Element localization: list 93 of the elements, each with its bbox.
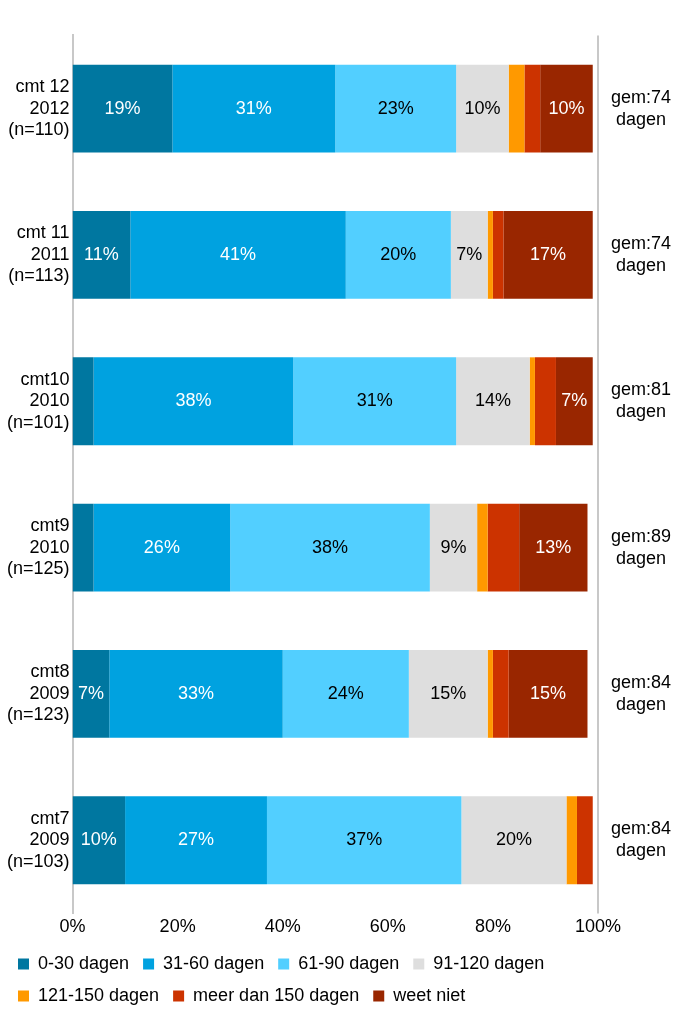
- data-label: 10%: [80, 829, 117, 850]
- bar: [408, 650, 488, 738]
- bar: [266, 796, 462, 885]
- data-label: 24%: [327, 682, 364, 703]
- text: gem:84 dagen: [610, 818, 672, 861]
- y-tick-label: cmt7 2009 (n=103): [7, 807, 70, 871]
- data-label: 9%: [440, 536, 467, 557]
- text: gem:81 dagen: [610, 379, 672, 422]
- data-label: 19%: [104, 97, 141, 118]
- bar: [508, 650, 588, 738]
- data-label: 7%: [561, 390, 588, 411]
- bar: [125, 796, 267, 885]
- text: gem:89 dagen: [610, 525, 672, 568]
- data-label: 31%: [235, 97, 272, 118]
- text: gem:84 dagen: [610, 671, 672, 714]
- bar: [335, 64, 457, 153]
- bar: [93, 357, 294, 446]
- bar: [555, 357, 593, 446]
- bar: [293, 357, 457, 446]
- data-label: 13%: [535, 536, 572, 557]
- bar: [492, 211, 504, 299]
- data-label: 38%: [175, 390, 212, 411]
- legend-label: 91-120 dagen: [433, 952, 545, 973]
- bar: [282, 650, 409, 738]
- text: gem:74 dagen: [610, 86, 672, 129]
- data-label: 38%: [312, 536, 349, 557]
- data-label: 11%: [84, 243, 119, 264]
- data-label: 31%: [356, 390, 393, 411]
- bar: [72, 357, 94, 446]
- bar: [503, 211, 593, 299]
- bar: [72, 796, 126, 885]
- y-tick-label: cmt 12 2012 (n=110): [8, 75, 70, 140]
- bar: [534, 357, 556, 446]
- bar: [72, 64, 173, 153]
- bar: [477, 503, 488, 592]
- data-label: 15%: [430, 682, 467, 703]
- legend-label: 61-90 dagen: [298, 952, 400, 973]
- data-label: 7%: [456, 243, 483, 264]
- data-label: 20%: [495, 829, 532, 850]
- bar: [566, 796, 577, 885]
- bar: [72, 503, 94, 592]
- bar: [230, 503, 430, 592]
- legend-label: 121-150 dagen: [38, 984, 160, 1005]
- bar: [540, 64, 593, 153]
- x-tick-label: 60%: [369, 916, 406, 937]
- data-label: 10%: [548, 97, 585, 118]
- data-label: 27%: [178, 829, 215, 850]
- data-label: 17%: [530, 243, 567, 264]
- bar: [130, 211, 346, 299]
- bar: [524, 64, 541, 153]
- bar: [487, 503, 520, 592]
- bar: [450, 211, 488, 299]
- legend-label: 0-30 dagen: [38, 952, 130, 973]
- data-label: 37%: [346, 829, 383, 850]
- data-label: 23%: [377, 97, 414, 118]
- x-tick-label: 20%: [159, 916, 196, 937]
- bar: [519, 503, 588, 592]
- bar: [529, 357, 535, 446]
- data-label: 7%: [77, 682, 104, 703]
- y-tick-label: cmt10 2010 (n=101): [7, 368, 70, 432]
- x-tick-label: 80%: [474, 916, 511, 937]
- data-label: 15%: [530, 682, 567, 703]
- x-tick-label: 40%: [264, 916, 301, 937]
- text: gem:74 dagen: [610, 232, 672, 275]
- bar: [109, 650, 283, 738]
- y-tick-label: cmt 11 2011 (n=113): [8, 222, 70, 286]
- legend-label: weet niet: [392, 984, 466, 1005]
- bar: [429, 503, 478, 592]
- bar: [72, 650, 110, 738]
- data-label: 14%: [474, 390, 511, 411]
- bar: [461, 796, 567, 885]
- bar: [93, 503, 231, 592]
- data-label: 41%: [220, 243, 257, 264]
- y-tick-label: cmt8 2009 (n=123): [7, 661, 70, 725]
- y-tick-label: cmt9 2010 (n=125): [7, 514, 70, 579]
- bar: [172, 64, 336, 153]
- data-label: 20%: [380, 243, 417, 264]
- x-tick-label: 0%: [59, 916, 86, 937]
- bar: [72, 211, 131, 299]
- legend-label: meer dan 150 dagen: [193, 984, 360, 1005]
- bar: [345, 211, 451, 299]
- bar: [492, 650, 509, 738]
- x-tick-label: 100%: [574, 916, 622, 937]
- legend-label: 31-60 dagen: [163, 952, 265, 973]
- data-label: 26%: [143, 536, 180, 557]
- bar: [487, 211, 493, 299]
- bar: [508, 64, 525, 153]
- data-label: 33%: [178, 682, 215, 703]
- bar: [456, 357, 530, 446]
- data-label: 10%: [464, 97, 501, 118]
- bar: [487, 650, 493, 738]
- bar: [456, 64, 509, 153]
- bar: [576, 796, 593, 885]
